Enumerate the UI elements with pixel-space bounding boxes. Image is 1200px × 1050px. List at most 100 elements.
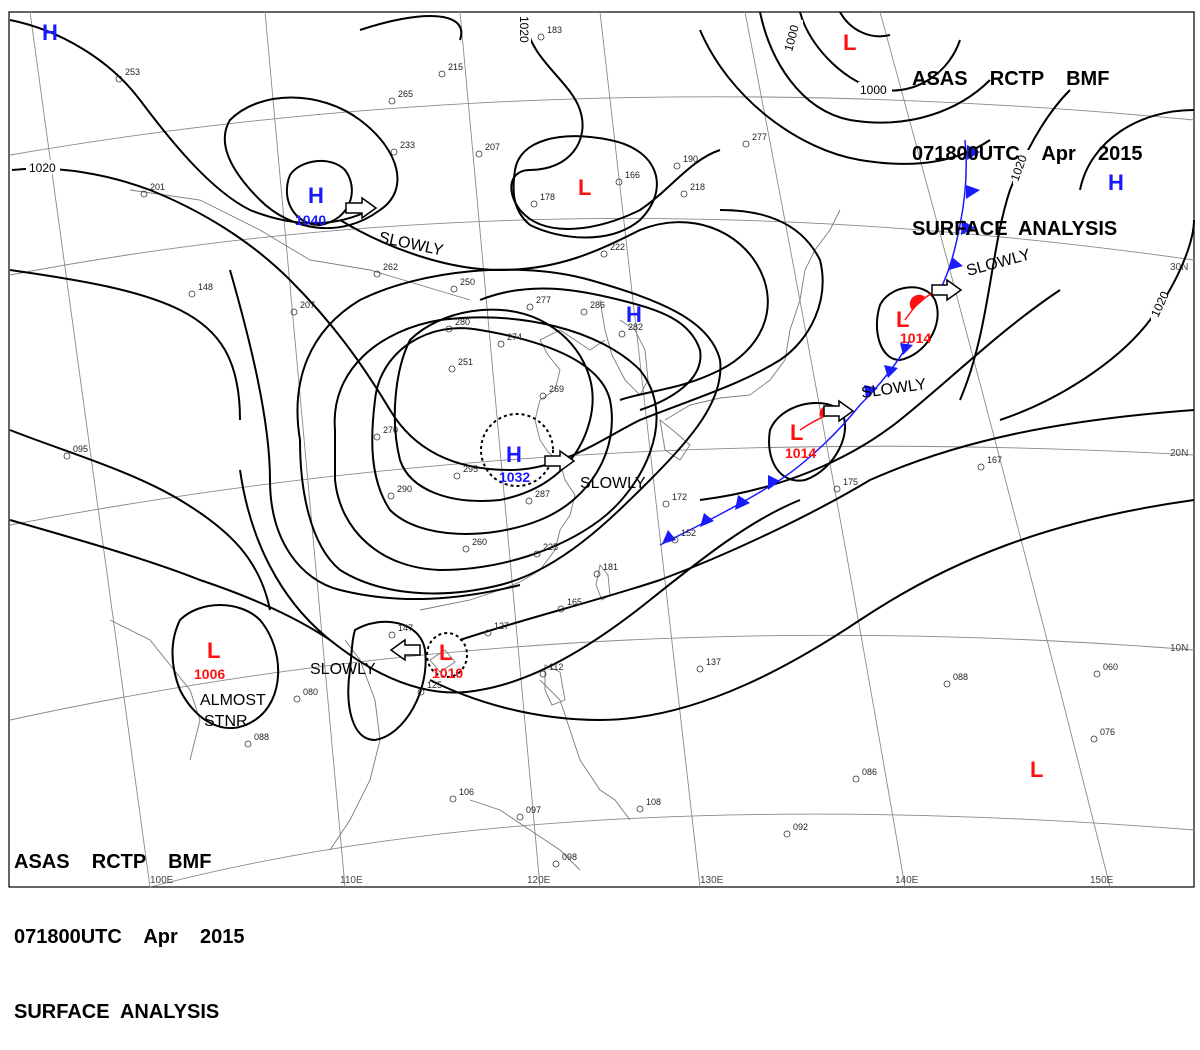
station-pressure: 152 [681,528,696,538]
station-pressure: 165 [567,597,582,607]
station-pressure: 166 [625,170,640,180]
station-pressure: 274 [507,332,522,342]
station-marker-icon [390,148,398,156]
arrow-west-1 [389,638,421,662]
station-marker-icon [63,452,71,460]
station-marker-icon [852,775,860,783]
station-plots: 183 253 215 265 233 207 166 190 178 218 277 201 262 2… [63,25,1118,868]
station-pressure: 277 [536,295,551,305]
coast-mongolia-border [129,189,471,301]
station-pressure: 265 [398,89,413,99]
station-marker-icon [662,500,670,508]
lat-label-20n: 20N [1170,448,1188,459]
station-pressure: 201 [150,182,165,192]
station-marker-icon [188,290,196,298]
isobar-label: 1020 [29,161,56,175]
station-marker-icon [537,33,545,41]
station-pressure: 175 [843,477,858,487]
station-marker-icon [636,805,644,813]
low-pressure-center: L [790,420,803,445]
station-pressure: 167 [987,455,1002,465]
isobar-ring-4 [296,268,722,595]
lat-label-30n: 30N [1170,262,1188,273]
station-marker-icon [525,497,533,505]
high-pressure-center: H [308,183,324,208]
station-pressure: 222 [610,242,625,252]
isobar-east-3 [999,219,1195,421]
station-marker-icon [244,740,252,748]
station-marker-icon [140,190,148,198]
station-pressure: 260 [472,537,487,547]
lon-label-150e: 150E [1090,875,1114,886]
isobar-1020-north [510,19,721,230]
lon-label-130e: 130E [700,875,724,886]
low-pressure-value: 1014 [900,330,931,346]
station-pressure: 125 [427,680,442,690]
chart-background [0,0,1200,899]
high-pressure-center: H [506,442,522,467]
isobar-low-1006 [171,604,280,730]
isobar-north-1 [9,19,371,225]
station-marker-icon [115,75,123,83]
chart-border [8,11,1195,888]
station-marker-icon [445,325,453,333]
station-marker-icon [449,795,457,803]
weather-chart: 100E 110E 120E 130E 140E 150E 30N 20N 10… [0,0,1200,899]
isobar-south-3 [9,519,331,641]
cold-front-barbs [662,343,913,544]
station-pressure: 088 [254,732,269,742]
station-pressure: 282 [628,322,643,332]
station-marker-icon [448,365,456,373]
station-pressure: 286 [590,300,605,310]
parallel-0 [149,813,1195,888]
lat-label-10n: 10N [1170,643,1188,654]
low-pressure-center: L [1030,757,1043,782]
header-line-2: 071800UTC Apr 2015 [912,143,1143,165]
coast-indochina [329,639,381,851]
isobar-ring-3 [333,316,658,572]
dashed-ring-high-1032 [480,413,554,487]
station-marker-icon [516,813,524,821]
station-marker-icon [530,200,538,208]
movement-label: SLOWLY [310,661,376,678]
station-marker-icon [373,433,381,441]
station-pressure: 287 [535,489,550,499]
coast-hainan [429,649,456,673]
station-pressure: 215 [448,62,463,72]
dashed-isobars [426,413,554,678]
station-pressure: 127 [494,621,509,631]
station-pressure: 147 [398,623,413,633]
station-pressure: 269 [549,384,564,394]
dashed-ring-low-1010 [426,632,468,678]
station-marker-icon [680,190,688,198]
station-pressure: 295 [463,464,478,474]
stationary-note-line1: ALMOST [200,692,266,709]
station-pressure: 080 [303,687,318,697]
header-line-3: SURFACE ANALYSIS [14,1001,220,1023]
station-marker-icon [497,340,505,348]
station-pressure: 233 [400,140,415,150]
isobar-1020-west [11,167,824,472]
station-marker-icon [833,485,841,493]
station-marker-icon [438,70,446,78]
low-pressure-center: L [896,307,909,332]
station-marker-icon [484,629,492,637]
isobar-label: 1000 [860,83,887,97]
station-marker-icon [593,570,601,578]
station-pressure: 148 [198,282,213,292]
pressure-centers: H H 1040 H H 1032 H L L L 1014 L 1014 L … [42,20,1124,782]
high-pressure-value: 1040 [295,212,326,228]
isobar-low-1010 [347,620,427,742]
isobar-ne-2 [759,11,991,124]
coast-bay-bengal [109,619,201,761]
isobar-east-high [1079,109,1195,191]
station-pressure: 095 [73,444,88,454]
isobar-south-6 [459,409,1195,641]
parallel-30n [9,218,1195,276]
station-marker-icon [387,492,395,500]
chart-header-top-right: ASAS RCTP BMF 071800UTC Apr 2015 SURFACE… [912,17,1143,267]
station-marker-icon [417,688,425,696]
isobar-south-2 [239,469,801,694]
low-pressure-center: L [843,30,856,55]
station-marker-icon [580,308,588,316]
